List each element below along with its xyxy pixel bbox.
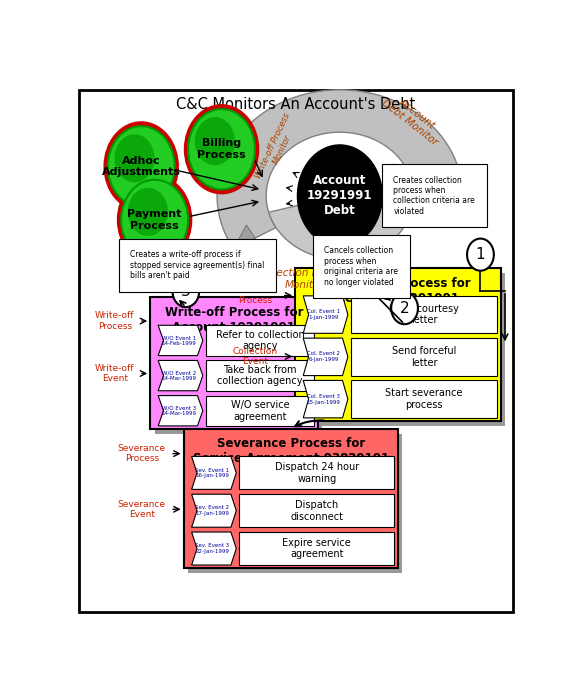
Polygon shape: [396, 200, 413, 212]
Text: Account
19291991
Debt: Account 19291991 Debt: [307, 174, 373, 218]
Text: Write-off Process for
Account 19291991: Write-off Process for Account 19291991: [165, 306, 303, 334]
Text: Refer to collection
agency: Refer to collection agency: [215, 329, 304, 351]
Text: Dispatch 24 hour
warning: Dispatch 24 hour warning: [275, 462, 359, 484]
Text: Write-off Process
Monitor: Write-off Process Monitor: [253, 111, 301, 184]
Bar: [188, 434, 402, 573]
Text: W/O service
agreement: W/O service agreement: [230, 400, 289, 422]
Polygon shape: [158, 325, 203, 356]
Polygon shape: [303, 380, 348, 418]
Text: Account
Debt Monitor: Account Debt Monitor: [380, 89, 447, 147]
Text: Collection Process for
Account 19291991: Collection Process for Account 19291991: [325, 277, 470, 304]
Bar: [351, 296, 497, 334]
Circle shape: [184, 105, 259, 194]
Bar: [300, 273, 505, 426]
Text: Payment
Process: Payment Process: [127, 209, 182, 231]
Text: Send forceful
letter: Send forceful letter: [392, 346, 456, 368]
Bar: [240, 532, 395, 565]
Text: Write-off
Event: Write-off Event: [95, 363, 134, 383]
Bar: [154, 303, 322, 434]
Circle shape: [118, 175, 192, 264]
Text: Adhoc
Adjustments: Adhoc Adjustments: [102, 156, 181, 177]
Polygon shape: [303, 296, 348, 334]
Polygon shape: [268, 196, 414, 259]
Circle shape: [128, 188, 168, 236]
Circle shape: [115, 134, 154, 182]
Bar: [184, 429, 398, 568]
Bar: [351, 338, 497, 375]
Text: Severance
Event: Severance Event: [118, 500, 166, 519]
Polygon shape: [192, 532, 236, 565]
Text: Cancels collection
process when
original criteria are
no longer violated: Cancels collection process when original…: [324, 246, 398, 286]
Bar: [240, 457, 395, 489]
Text: Collection
Event: Collection Event: [232, 347, 278, 366]
Text: Send courtesy
letter: Send courtesy letter: [389, 304, 459, 325]
Text: Sev. Event 2
17-Jan-1999: Sev. Event 2 17-Jan-1999: [195, 505, 229, 516]
Text: Severance Process for
Service Agreement 93829191: Severance Process for Service Agreement …: [192, 437, 389, 465]
Text: Take back from
collection agency: Take back from collection agency: [217, 365, 302, 386]
Bar: [295, 268, 501, 420]
Text: C&C Monitors An Account's Debt: C&C Monitors An Account's Debt: [176, 97, 415, 113]
Circle shape: [172, 275, 199, 307]
Text: Write-off
Process: Write-off Process: [95, 311, 134, 331]
Text: Creates collection
process when
collection criteria are
violated: Creates collection process when collecti…: [393, 176, 475, 216]
Polygon shape: [192, 494, 236, 528]
Circle shape: [188, 109, 255, 189]
Polygon shape: [158, 395, 203, 426]
Text: 2: 2: [400, 301, 410, 316]
Text: 1: 1: [476, 247, 485, 262]
Polygon shape: [233, 225, 255, 249]
Bar: [206, 325, 314, 356]
Bar: [240, 494, 395, 528]
Text: Col. Event 3
15-Jan-1999: Col. Event 3 15-Jan-1999: [307, 394, 341, 404]
Text: Sev. Event 3
22-Jan-1999: Sev. Event 3 22-Jan-1999: [195, 543, 229, 554]
Circle shape: [391, 292, 418, 324]
Circle shape: [104, 122, 178, 211]
Text: W/O Event 2
14-Mar-1999: W/O Event 2 14-Mar-1999: [161, 370, 196, 381]
Circle shape: [195, 117, 235, 165]
Text: Billing
Process: Billing Process: [197, 138, 246, 160]
Text: W/O Event 1
14-Feb-1999: W/O Event 1 14-Feb-1999: [161, 335, 196, 346]
Polygon shape: [217, 90, 463, 249]
Text: Start severance
process: Start severance process: [385, 389, 463, 410]
Text: Creates a write-off process if
stopped service agreement(s) final
bills aren't p: Creates a write-off process if stopped s…: [130, 250, 264, 280]
Bar: [206, 361, 314, 391]
Text: 3: 3: [181, 284, 191, 299]
Circle shape: [108, 126, 175, 206]
Polygon shape: [158, 361, 203, 391]
Text: Col. Event 2
6-Jan-1999: Col. Event 2 6-Jan-1999: [307, 352, 340, 362]
Circle shape: [121, 180, 188, 260]
Polygon shape: [303, 338, 348, 375]
Text: Collection Process
Monitor: Collection Process Monitor: [257, 268, 351, 290]
Text: Collection
Process: Collection Process: [232, 286, 278, 305]
Bar: [206, 395, 314, 426]
Text: Severance
Process: Severance Process: [118, 444, 166, 464]
Polygon shape: [192, 457, 236, 489]
Bar: [351, 380, 497, 418]
Text: W/O Event 3
14-Mar-1999: W/O Event 3 14-Mar-1999: [161, 405, 196, 416]
Bar: [150, 297, 317, 429]
Text: Col. Event 1
1-Jan-1999: Col. Event 1 1-Jan-1999: [307, 309, 340, 320]
Text: Dispatch
disconnect: Dispatch disconnect: [290, 500, 343, 521]
Text: Expire service
agreement: Expire service agreement: [282, 538, 351, 559]
Text: Sev. Event 1
16-Jan-1999: Sev. Event 1 16-Jan-1999: [195, 468, 229, 478]
Circle shape: [467, 238, 494, 270]
Circle shape: [297, 145, 382, 247]
